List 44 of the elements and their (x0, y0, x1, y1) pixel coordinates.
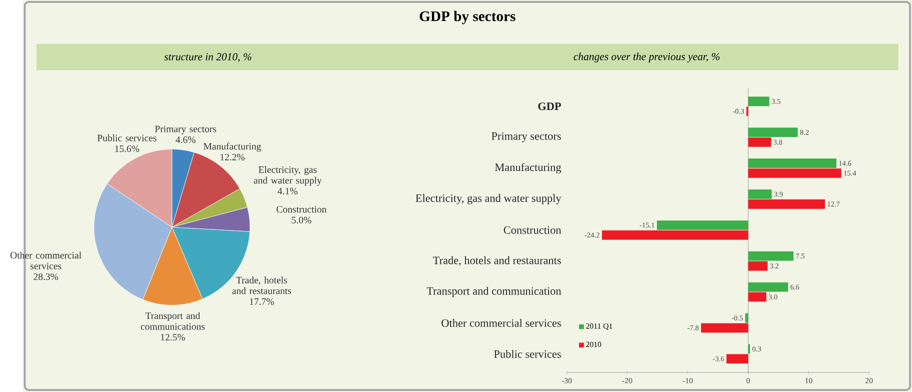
bar (745, 313, 748, 323)
data-label: 4.1% (278, 188, 298, 194)
slice-label: Primary sectors (155, 126, 216, 134)
bar (748, 138, 772, 147)
chart-subtitle: structure in 2010, % (164, 53, 252, 62)
data-label: 15.6% (115, 145, 140, 152)
text: GDP by sectors (420, 10, 516, 24)
slice-label: Manufacturing (204, 142, 262, 152)
slice-label: Construction (276, 206, 326, 213)
y-tick-label: GDP (538, 102, 561, 110)
bar (748, 190, 772, 199)
bar (748, 128, 798, 138)
bar (726, 354, 748, 364)
bar (656, 220, 748, 230)
bar (748, 261, 768, 271)
slice-label: Transport and communications (140, 312, 205, 330)
data-label: 5.0% (292, 216, 312, 224)
bar (748, 282, 788, 292)
y-tick-label: Primary sectors (492, 132, 561, 142)
y-tick-label: Other commercial services (442, 319, 561, 327)
bar (748, 251, 794, 261)
slice-label: Public services (97, 134, 156, 142)
bar (748, 158, 836, 168)
y-tick-label: Public services (494, 350, 561, 358)
bar (701, 323, 748, 333)
y-tick-label: Manufacturing (495, 163, 562, 174)
y-tick-label: Construction (504, 226, 562, 234)
data-label: 17.7% (250, 298, 274, 305)
slice-label: Other commercial services (10, 252, 82, 270)
bar (748, 199, 825, 209)
data-label: 12.5% (161, 334, 186, 341)
bar (748, 292, 766, 302)
data-label: 28.3% (34, 273, 58, 280)
bar (748, 168, 842, 178)
data-label: 12.2% (220, 154, 245, 160)
data-label: 4.6% (176, 136, 196, 144)
y-tick-label: Trade, hotels and restaurants (433, 256, 561, 266)
y-tick-label: Electricity, gas and water supply (416, 194, 562, 204)
chart-title: changes over the previous year, % (574, 52, 720, 62)
bar (748, 96, 770, 106)
y-tick-label: Transport and communication (426, 286, 562, 298)
slice-label: Trade, hotels and restaurants (232, 276, 292, 294)
bar (602, 230, 748, 240)
slice-label: Electricity, gas and water supply (254, 166, 322, 186)
